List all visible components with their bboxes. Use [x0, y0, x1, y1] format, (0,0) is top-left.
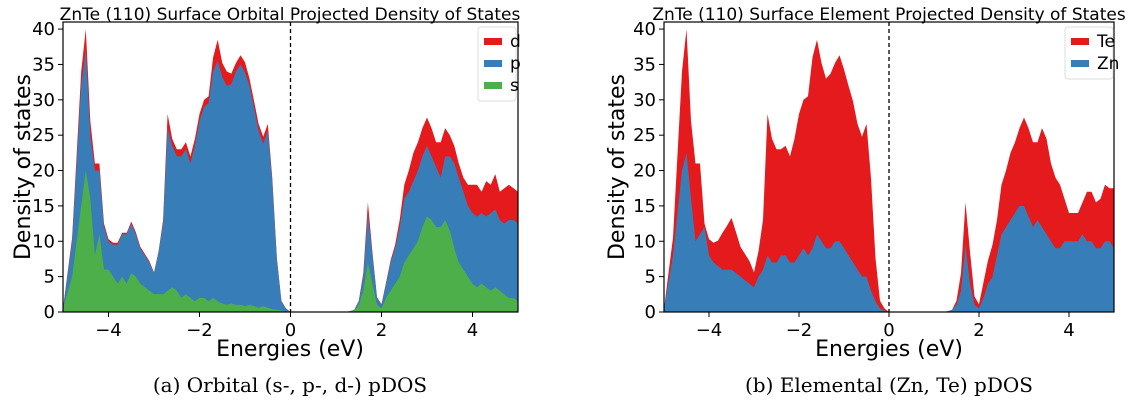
- chart-title: ZnTe (110) Surface Orbital Projected Den…: [60, 5, 521, 25]
- y-tick-label: 25: [32, 125, 55, 146]
- y-tick-label: 15: [633, 196, 656, 217]
- legend-swatch-Zn: [1071, 60, 1089, 67]
- x-tick-label: 2: [973, 320, 984, 341]
- area-series-s: [63, 170, 518, 312]
- y-tick-label: 40: [633, 19, 656, 40]
- y-tick-label: 35: [633, 54, 656, 75]
- x-tick-label: −4: [95, 320, 122, 341]
- x-tick-label: 0: [883, 320, 894, 341]
- x-tick-label: −2: [786, 320, 813, 341]
- legend-swatch-Te: [1071, 38, 1089, 45]
- y-tick-label: 25: [633, 125, 656, 146]
- x-axis-label: Energies (eV): [216, 337, 364, 362]
- y-tick-label: 40: [32, 19, 55, 40]
- y-tick-label: 20: [633, 161, 656, 182]
- chart-orbital-pdos: ZnTe (110) Surface Orbital Projected Den…: [11, 5, 521, 397]
- legend-swatch-d: [484, 38, 502, 45]
- legend-label-Zn: Zn: [1097, 54, 1119, 74]
- x-tick-label: 0: [285, 320, 296, 341]
- legend-label-d: d: [510, 32, 521, 52]
- x-tick-label: 4: [1063, 320, 1074, 341]
- area-series-p: [63, 50, 518, 313]
- legend: dps: [477, 26, 521, 102]
- figure-caption: (a) Orbital (s-, p-, d-) pDOS: [153, 373, 427, 397]
- y-tick-label: 5: [645, 267, 656, 288]
- y-tick-label: 35: [32, 54, 55, 75]
- y-tick-label: 10: [32, 231, 55, 252]
- y-tick-label: 0: [44, 302, 55, 323]
- figure-caption: (b) Elemental (Zn, Te) pDOS: [745, 373, 1033, 397]
- x-tick-label: −2: [186, 320, 213, 341]
- y-tick-label: 5: [44, 267, 55, 288]
- y-tick-label: 10: [633, 231, 656, 252]
- legend-label-p: p: [510, 54, 521, 74]
- chart-title: ZnTe (110) Surface Element Projected Den…: [652, 5, 1125, 25]
- x-tick-label: 4: [467, 320, 478, 341]
- x-tick-label: 2: [376, 320, 387, 341]
- chart-elemental-pdos: ZnTe (110) Surface Element Projected Den…: [605, 5, 1126, 397]
- y-tick-label: 15: [32, 196, 55, 217]
- area-series-Zn: [664, 152, 1114, 312]
- legend-swatch-s: [484, 82, 502, 89]
- y-tick-label: 30: [32, 90, 55, 111]
- y-tick-label: 20: [32, 161, 55, 182]
- y-axis-label: Density of states: [605, 74, 630, 260]
- legend-label-Te: Te: [1096, 32, 1115, 52]
- x-axis-label: Energies (eV): [815, 337, 963, 362]
- y-tick-label: 0: [645, 302, 656, 323]
- legend-label-s: s: [510, 76, 519, 96]
- legend-swatch-p: [484, 60, 502, 67]
- y-tick-label: 30: [633, 90, 656, 111]
- y-axis-label: Density of states: [11, 74, 36, 260]
- x-tick-label: −4: [696, 320, 723, 341]
